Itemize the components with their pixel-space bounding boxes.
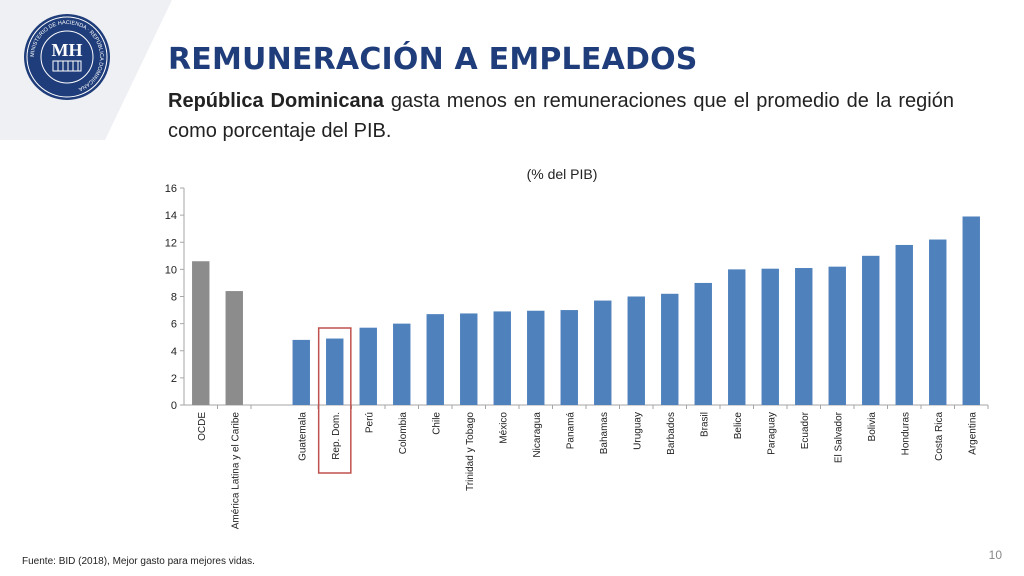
- source-note: Fuente: BID (2018), Mejor gasto para mej…: [22, 556, 255, 567]
- y-tick-label: 12: [165, 237, 177, 249]
- y-tick-label: 0: [171, 400, 177, 412]
- x-tick-label: Nicaragua: [532, 412, 543, 458]
- y-tick-label: 6: [171, 319, 177, 331]
- x-tick-label: Colombia: [398, 412, 409, 455]
- y-tick-label: 14: [165, 210, 177, 222]
- bar: [292, 339, 310, 405]
- y-tick-label: 2: [171, 373, 177, 385]
- y-tick-label: 16: [165, 183, 177, 195]
- x-tick-label: Perú: [364, 412, 375, 433]
- bar: [493, 311, 511, 405]
- bar: [728, 269, 746, 405]
- x-tick-label: Bahamas: [599, 412, 610, 454]
- x-axis-labels: OCDE América Latina y el Caribe Guatemala R…: [197, 405, 989, 530]
- bar: [560, 310, 578, 405]
- bars: [192, 216, 980, 405]
- bar: [359, 327, 377, 405]
- page-subtitle: República Dominicana gasta menos en remu…: [168, 86, 954, 146]
- subtitle-text: gasta menos en remuneraciones que el pro…: [168, 90, 954, 142]
- x-tick-label: Ecuador: [800, 411, 811, 449]
- bar: [862, 255, 880, 405]
- bar: [761, 268, 779, 405]
- x-tick-label: Chile: [431, 412, 442, 435]
- bar: [929, 239, 947, 405]
- x-tick-label: Rep. Dom.: [331, 412, 342, 460]
- page-title: REMUNERACIÓN A EMPLEADOS: [168, 42, 698, 77]
- chart-title: (% del PIB): [527, 166, 598, 182]
- x-tick-label: Bolivia: [867, 412, 878, 442]
- y-tick-label: 4: [171, 346, 177, 358]
- x-tick-label: Paraguay: [766, 412, 777, 455]
- x-tick-label: Costa Rica: [934, 412, 945, 461]
- x-tick-label: Barbados: [666, 412, 677, 455]
- x-tick-label: Guatemala: [297, 412, 308, 461]
- svg-text:MH: MH: [52, 40, 83, 60]
- bar: [426, 314, 444, 405]
- x-tick-label: Panamá: [565, 412, 576, 450]
- bar: [192, 261, 210, 405]
- x-tick-label: México: [498, 412, 509, 444]
- x-tick-label: Honduras: [900, 412, 911, 455]
- bar: [326, 338, 344, 405]
- x-tick-label: Belice: [733, 412, 744, 440]
- bar: [627, 296, 645, 405]
- bar: [393, 323, 411, 405]
- subtitle-highlight: República Dominicana: [168, 90, 384, 112]
- bar: [225, 291, 243, 405]
- y-tick-label: 8: [171, 292, 177, 304]
- x-tick-label: Brasil: [699, 412, 710, 437]
- bar: [795, 268, 813, 405]
- ministry-seal-icon: MH MINISTERIO DE HACIENDA · REPÚBLICA DO…: [24, 14, 110, 100]
- x-tick-label: Uruguay: [632, 412, 643, 450]
- x-tick-label: Trinidad y Tobago: [465, 412, 476, 491]
- bar: [527, 310, 545, 405]
- x-tick-label: Argentina: [967, 412, 978, 455]
- x-tick-label: América Latina y el Caribe: [230, 412, 241, 530]
- bar: [594, 300, 612, 405]
- bar: [962, 216, 980, 405]
- x-tick-label: OCDE: [197, 412, 208, 441]
- x-tick-label: El Salvador: [833, 411, 844, 463]
- bar: [694, 282, 712, 405]
- bar: [895, 244, 913, 405]
- bar: [828, 266, 846, 405]
- highlight-box: [317, 327, 352, 474]
- page-number: 10: [988, 548, 1002, 562]
- bar: [460, 313, 478, 405]
- highlight-group: [317, 327, 352, 474]
- bar: [661, 293, 679, 405]
- y-tick-label: 10: [165, 264, 177, 276]
